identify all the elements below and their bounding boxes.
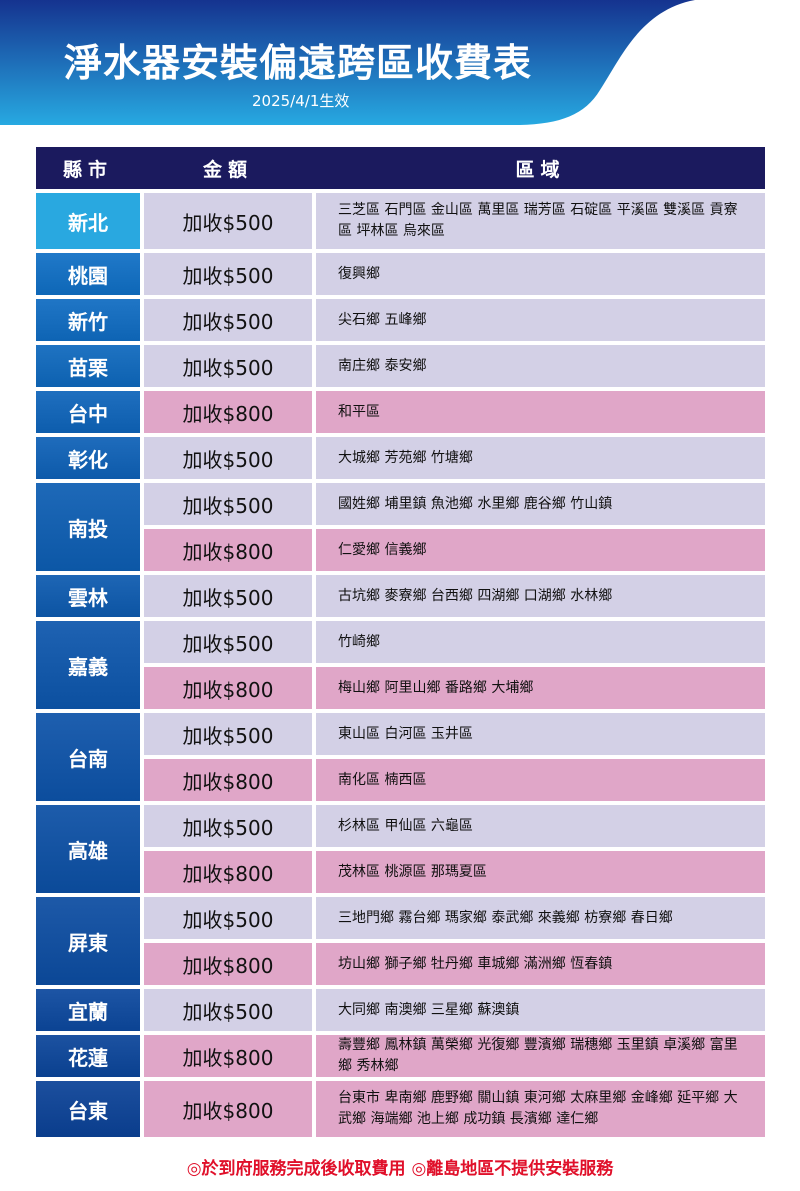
county-cell: 新北	[36, 193, 140, 249]
table-row: 加收$500 古坑鄉 麥寮鄉 台西鄉 四湖鄉 口湖鄉 水林鄉	[144, 575, 765, 617]
amount-cell: 加收$500	[144, 299, 312, 341]
county-group: 苗栗 加收$500 南庄鄉 泰安鄉	[36, 345, 765, 387]
county-group: 台東 加收$800 台東市 卑南鄉 鹿野鄉 關山鎮 東河鄉 太麻里鄉 金峰鄉 延平鄉…	[36, 1081, 765, 1137]
table-row: 加收$500 竹崎鄉	[144, 621, 765, 663]
amount-cell: 加收$500	[144, 575, 312, 617]
county-cell: 台東	[36, 1081, 140, 1137]
amount-cell: 加收$800	[144, 1035, 312, 1077]
area-cell: 台東市 卑南鄉 鹿野鄉 關山鎮 東河鄉 太麻里鄉 金峰鄉 延平鄉 大武鄉 海端鄉…	[316, 1081, 765, 1137]
county-cell: 彰化	[36, 437, 140, 479]
amount-cell: 加收$800	[144, 391, 312, 433]
area-cell: 坊山鄉 獅子鄉 牡丹鄉 車城鄉 滿洲鄉 恆春鎮	[316, 943, 765, 985]
footer-note: ◎於到府服務完成後收取費用 ◎離島地區不提供安裝服務	[186, 1159, 614, 1179]
county-cell: 宜蘭	[36, 989, 140, 1031]
amount-cell: 加收$500	[144, 621, 312, 663]
amount-cell: 加收$800	[144, 529, 312, 571]
table-row: 加收$500 大同鄉 南澳鄉 三星鄉 蘇澳鎮	[144, 989, 765, 1031]
column-header-area: 區域	[515, 158, 566, 181]
county-cell: 高雄	[36, 805, 140, 893]
county-group: 屏東 加收$500 三地門鄉 霧台鄉 瑪家鄉 泰武鄉 來義鄉 枋寮鄉 春日鄉 加收$8…	[36, 897, 765, 985]
column-header-amount: 金額	[202, 158, 253, 181]
area-cell: 杉林區 甲仙區 六龜區	[316, 805, 765, 847]
county-group: 花蓮 加收$800 壽豐鄉 鳳林鎮 萬榮鄉 光復鄉 豐濱鄉 瑞穗鄉 玉里鎮 卓溪鄉 …	[36, 1035, 765, 1077]
area-cell: 茂林區 桃源區 那瑪夏區	[316, 851, 765, 893]
table-row: 加收$500 三地門鄉 霧台鄉 瑪家鄉 泰武鄉 來義鄉 枋寮鄉 春日鄉	[144, 897, 765, 939]
county-group: 雲林 加收$500 古坑鄉 麥寮鄉 台西鄉 四湖鄉 口湖鄉 水林鄉	[36, 575, 765, 617]
table-row: 加收$800 壽豐鄉 鳳林鎮 萬榮鄉 光復鄉 豐濱鄉 瑞穗鄉 玉里鎮 卓溪鄉 富里…	[144, 1035, 765, 1077]
county-cell: 苗栗	[36, 345, 140, 387]
county-group: 嘉義 加收$500 竹崎鄉 加收$800 梅山鄉 阿里山鄉 番路鄉 大埔鄉	[36, 621, 765, 709]
table-row: 加收$800 仁愛鄉 信義鄉	[144, 529, 765, 571]
amount-cell: 加收$800	[144, 943, 312, 985]
amount-cell: 加收$500	[144, 483, 312, 525]
area-cell: 三地門鄉 霧台鄉 瑪家鄉 泰武鄉 來義鄉 枋寮鄉 春日鄉	[316, 897, 765, 939]
county-cell: 南投	[36, 483, 140, 571]
county-cell: 雲林	[36, 575, 140, 617]
area-cell: 仁愛鄉 信義鄉	[316, 529, 765, 571]
county-group: 彰化 加收$500 大城鄉 芳苑鄉 竹塘鄉	[36, 437, 765, 479]
effective-date: 2025/4/1生效	[252, 92, 350, 110]
area-cell: 和平區	[316, 391, 765, 433]
area-cell: 古坑鄉 麥寮鄉 台西鄉 四湖鄉 口湖鄉 水林鄉	[316, 575, 765, 617]
amount-cell: 加收$800	[144, 851, 312, 893]
area-cell: 復興鄉	[316, 253, 765, 295]
table-row: 加收$500 南庄鄉 泰安鄉	[144, 345, 765, 387]
county-cell: 花蓮	[36, 1035, 140, 1077]
table-row: 加收$500 三芝區 石門區 金山區 萬里區 瑞芳區 石碇區 平溪區 雙溪區 貢寮…	[144, 193, 765, 249]
amount-cell: 加收$500	[144, 345, 312, 387]
area-cell: 南庄鄉 泰安鄉	[316, 345, 765, 387]
county-cell: 桃園	[36, 253, 140, 295]
area-cell: 三芝區 石門區 金山區 萬里區 瑞芳區 石碇區 平溪區 雙溪區 貢寮區 坪林區 …	[316, 193, 765, 249]
area-cell: 壽豐鄉 鳳林鎮 萬榮鄉 光復鄉 豐濱鄉 瑞穗鄉 玉里鎮 卓溪鄉 富里鄉 秀林鄉	[316, 1035, 765, 1077]
county-group: 台南 加收$500 東山區 白河區 玉井區 加收$800 南化區 楠西區	[36, 713, 765, 801]
amount-cell: 加收$500	[144, 805, 312, 847]
amount-cell: 加收$500	[144, 193, 312, 249]
table-row: 加收$500 國姓鄉 埔里鎮 魚池鄉 水里鄉 鹿谷鄉 竹山鎮	[144, 483, 765, 525]
amount-cell: 加收$800	[144, 759, 312, 801]
amount-cell: 加收$500	[144, 989, 312, 1031]
table-row: 加收$800 台東市 卑南鄉 鹿野鄉 關山鎮 東河鄉 太麻里鄉 金峰鄉 延平鄉 大…	[144, 1081, 765, 1137]
county-cell: 屏東	[36, 897, 140, 985]
area-cell: 大城鄉 芳苑鄉 竹塘鄉	[316, 437, 765, 479]
amount-cell: 加收$500	[144, 713, 312, 755]
county-cell: 新竹	[36, 299, 140, 341]
header-banner	[0, 0, 695, 125]
area-cell: 東山區 白河區 玉井區	[316, 713, 765, 755]
county-group: 南投 加收$500 國姓鄉 埔里鎮 魚池鄉 水里鄉 鹿谷鄉 竹山鎮 加收$800 仁愛鄉…	[36, 483, 765, 571]
area-cell: 國姓鄉 埔里鎮 魚池鄉 水里鄉 鹿谷鄉 竹山鎮	[316, 483, 765, 525]
fee-table: 縣市 金額 區域 新北 加收$500 三芝區 石門區 金山區 萬里區 瑞芳區 石碇區…	[36, 147, 765, 1141]
amount-cell: 加收$500	[144, 437, 312, 479]
area-cell: 竹崎鄉	[316, 621, 765, 663]
table-row: 加收$500 東山區 白河區 玉井區	[144, 713, 765, 755]
county-group: 桃園 加收$500 復興鄉	[36, 253, 765, 295]
table-row: 加收$800 南化區 楠西區	[144, 759, 765, 801]
table-row: 加收$500 大城鄉 芳苑鄉 竹塘鄉	[144, 437, 765, 479]
county-cell: 嘉義	[36, 621, 140, 709]
area-cell: 梅山鄉 阿里山鄉 番路鄉 大埔鄉	[316, 667, 765, 709]
county-group: 新竹 加收$500 尖石鄉 五峰鄉	[36, 299, 765, 341]
county-cell: 台中	[36, 391, 140, 433]
area-cell: 南化區 楠西區	[316, 759, 765, 801]
table-row: 加收$800 坊山鄉 獅子鄉 牡丹鄉 車城鄉 滿洲鄉 恆春鎮	[144, 943, 765, 985]
column-header-county: 縣市	[62, 158, 113, 181]
table-row: 加收$500 復興鄉	[144, 253, 765, 295]
county-group: 宜蘭 加收$500 大同鄉 南澳鄉 三星鄉 蘇澳鎮	[36, 989, 765, 1031]
table-row: 加收$500 杉林區 甲仙區 六龜區	[144, 805, 765, 847]
county-group: 台中 加收$800 和平區	[36, 391, 765, 433]
county-cell: 台南	[36, 713, 140, 801]
county-group: 新北 加收$500 三芝區 石門區 金山區 萬里區 瑞芳區 石碇區 平溪區 雙溪區 …	[36, 193, 765, 249]
table-row: 加收$800 梅山鄉 阿里山鄉 番路鄉 大埔鄉	[144, 667, 765, 709]
amount-cell: 加收$800	[144, 1081, 312, 1137]
table-row: 加收$800 茂林區 桃源區 那瑪夏區	[144, 851, 765, 893]
page-title: 淨水器安裝偏遠跨區收費表	[64, 41, 533, 85]
amount-cell: 加收$500	[144, 897, 312, 939]
table-row: 加收$500 尖石鄉 五峰鄉	[144, 299, 765, 341]
table-header: 縣市 金額 區域	[36, 147, 765, 189]
area-cell: 尖石鄉 五峰鄉	[316, 299, 765, 341]
county-group: 高雄 加收$500 杉林區 甲仙區 六龜區 加收$800 茂林區 桃源區 那瑪夏區	[36, 805, 765, 893]
table-row: 加收$800 和平區	[144, 391, 765, 433]
amount-cell: 加收$800	[144, 667, 312, 709]
area-cell: 大同鄉 南澳鄉 三星鄉 蘇澳鎮	[316, 989, 765, 1031]
amount-cell: 加收$500	[144, 253, 312, 295]
